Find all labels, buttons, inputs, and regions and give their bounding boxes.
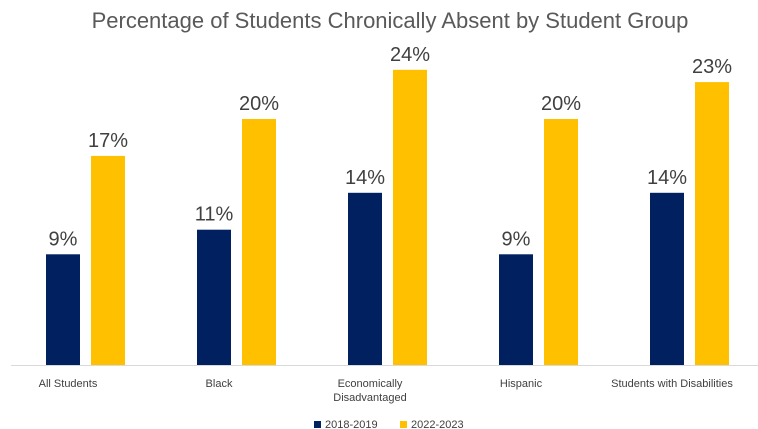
data-label-2018-2019-4: 9% [502,228,531,250]
x-tick-label-5: Students with Disabilities [611,378,733,390]
data-label-2022-2023-2: 20% [239,93,279,115]
bar-2022-2023-2 [242,119,276,365]
data-label-2018-2019-3: 14% [345,167,385,189]
bar-2022-2023-3 [393,69,427,366]
legend-swatch-2022-2023 [400,421,407,428]
data-label-2022-2023-4: 20% [541,93,581,115]
legend-label-2018-2019: 2018-2019 [325,419,378,429]
bar-2022-2023-4 [544,119,578,365]
data-label-2022-2023-1: 17% [88,130,128,152]
data-label-2018-2019-1: 9% [49,228,78,250]
bar-2022-2023-1 [91,155,125,365]
bar-2022-2023-5 [695,82,729,365]
bar-2018-2019-4 [499,254,533,365]
data-label-2018-2019-2: 11% [195,204,234,226]
chart-title: Percentage of Students Chronically Absen… [91,8,689,33]
legend-swatch-2018-2019 [314,421,321,428]
data-label-2018-2019-5: 14% [647,167,687,189]
bar-2018-2019-5 [650,192,684,365]
x-tick-label-2: Black [206,378,233,390]
legend-label-2022-2023: 2022-2023 [411,419,464,429]
bar-2018-2019-1 [46,254,80,365]
x-tick-label-1: All Students [39,378,98,390]
x-tick-label-4: Hispanic [500,378,543,390]
data-label-2022-2023-3: 24% [390,44,430,66]
data-label-2022-2023-5: 23% [692,56,732,78]
x-tick-label-3: Economically Disadvantaged [333,378,406,404]
bar-2018-2019-3 [348,192,382,365]
bar-2018-2019-2 [197,229,231,365]
